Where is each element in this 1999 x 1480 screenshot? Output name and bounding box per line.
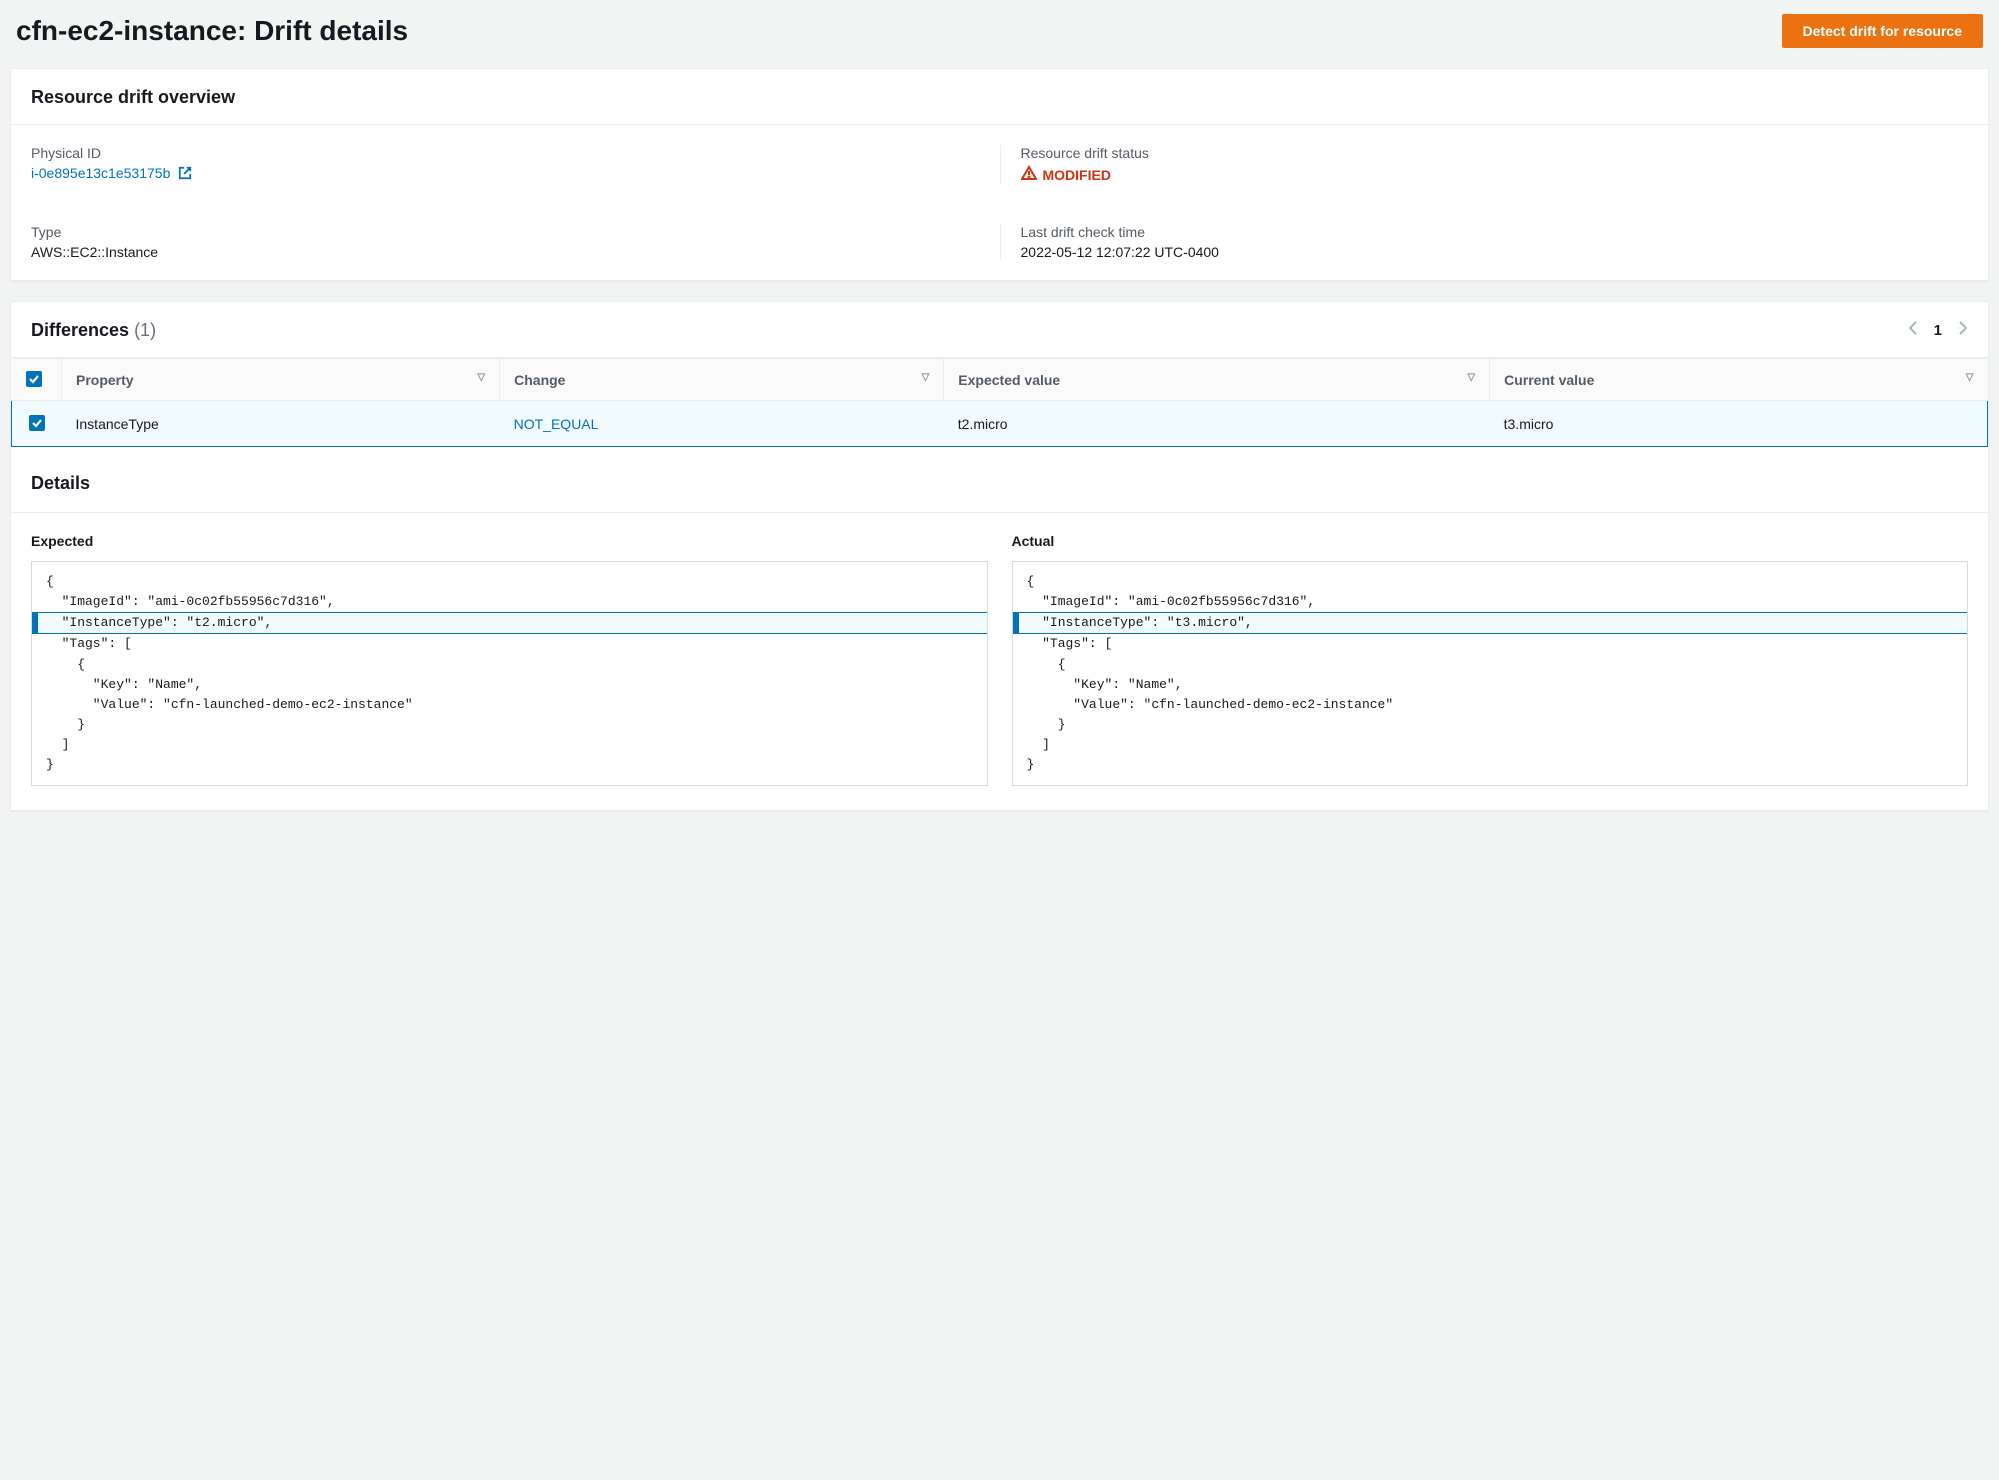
pagination: 1 bbox=[1908, 320, 1968, 341]
page-title: cfn-ec2-instance: Drift details bbox=[16, 15, 408, 47]
row-checkbox[interactable] bbox=[12, 401, 62, 447]
checkbox-checked-icon[interactable] bbox=[29, 415, 45, 431]
physical-id-label: Physical ID bbox=[31, 145, 980, 161]
sort-icon: ▽ bbox=[477, 372, 485, 383]
actual-label: Actual bbox=[1012, 533, 1969, 549]
col-current[interactable]: Current value▽ bbox=[1490, 359, 1988, 401]
code-line: { bbox=[1013, 572, 1968, 592]
code-line: "InstanceType": "t3.micro", bbox=[1013, 612, 1968, 634]
overview-grid: Physical ID i-0e895e13c1e53175b Resource… bbox=[31, 145, 1968, 260]
external-link-icon bbox=[178, 166, 192, 183]
differences-title: Differences bbox=[31, 320, 129, 340]
expected-code: { "ImageId": "ami-0c02fb55956c7d316", "I… bbox=[31, 561, 988, 786]
code-line: "Tags": [ bbox=[1013, 634, 1968, 654]
code-line: { bbox=[32, 655, 987, 675]
sort-icon: ▽ bbox=[1966, 372, 1974, 383]
differences-table: Property▽ Change▽ Expected value▽ Curren… bbox=[11, 358, 1988, 447]
code-line: } bbox=[32, 715, 987, 735]
cell-change: NOT_EQUAL bbox=[500, 401, 944, 447]
col-change[interactable]: Change▽ bbox=[500, 359, 944, 401]
checkbox-checked-icon[interactable] bbox=[26, 371, 42, 387]
drift-status-label: Resource drift status bbox=[1021, 145, 1949, 161]
pager-current: 1 bbox=[1934, 322, 1942, 339]
details-title: Details bbox=[11, 447, 1988, 512]
cell-expected: t2.micro bbox=[944, 401, 1490, 447]
code-line: ] bbox=[1013, 735, 1968, 755]
table-row[interactable]: InstanceType NOT_EQUAL t2.micro t3.micro bbox=[12, 401, 1988, 447]
drift-status-text: MODIFIED bbox=[1043, 167, 1111, 183]
page-header: cfn-ec2-instance: Drift details Detect d… bbox=[10, 0, 1989, 68]
type-value: AWS::EC2::Instance bbox=[31, 244, 980, 260]
last-check-block: Last drift check time 2022-05-12 12:07:2… bbox=[1000, 224, 1969, 260]
drift-status-value: MODIFIED bbox=[1021, 165, 1949, 184]
col-property[interactable]: Property▽ bbox=[62, 359, 500, 401]
code-line: "InstanceType": "t2.micro", bbox=[32, 612, 987, 634]
code-line: { bbox=[32, 572, 987, 592]
select-all-header[interactable] bbox=[12, 359, 62, 401]
overview-title: Resource drift overview bbox=[11, 69, 1988, 125]
expected-block: Expected { "ImageId": "ami-0c02fb55956c7… bbox=[31, 533, 988, 786]
pager-prev-icon[interactable] bbox=[1908, 320, 1918, 341]
warning-triangle-icon bbox=[1021, 165, 1037, 184]
physical-id-block: Physical ID i-0e895e13c1e53175b bbox=[31, 145, 1000, 184]
cell-current: t3.micro bbox=[1490, 401, 1988, 447]
code-line: { bbox=[1013, 655, 1968, 675]
details-body: Expected { "ImageId": "ami-0c02fb55956c7… bbox=[11, 512, 1988, 810]
expected-label: Expected bbox=[31, 533, 988, 549]
pager-next-icon[interactable] bbox=[1958, 320, 1968, 341]
detect-drift-button[interactable]: Detect drift for resource bbox=[1782, 14, 1983, 48]
code-line: } bbox=[1013, 755, 1968, 775]
col-expected[interactable]: Expected value▽ bbox=[944, 359, 1490, 401]
code-line: } bbox=[32, 755, 987, 775]
code-line: "ImageId": "ami-0c02fb55956c7d316", bbox=[32, 592, 987, 612]
last-check-label: Last drift check time bbox=[1021, 224, 1949, 240]
code-line: "Value": "cfn-launched-demo-ec2-instance… bbox=[32, 695, 987, 715]
drift-status-block: Resource drift status MODIFIED bbox=[1000, 145, 1969, 184]
cell-property: InstanceType bbox=[62, 401, 500, 447]
code-line: "Key": "Name", bbox=[1013, 675, 1968, 695]
physical-id-link[interactable]: i-0e895e13c1e53175b bbox=[31, 165, 170, 181]
code-line: "Key": "Name", bbox=[32, 675, 987, 695]
code-line: "Value": "cfn-launched-demo-ec2-instance… bbox=[1013, 695, 1968, 715]
code-line: "Tags": [ bbox=[32, 634, 987, 654]
differences-header: Differences (1) 1 bbox=[11, 302, 1988, 358]
last-check-value: 2022-05-12 12:07:22 UTC-0400 bbox=[1021, 244, 1949, 260]
type-block: Type AWS::EC2::Instance bbox=[31, 224, 1000, 260]
differences-panel: Differences (1) 1 Property▽ Change▽ bbox=[10, 301, 1989, 811]
actual-code: { "ImageId": "ami-0c02fb55956c7d316", "I… bbox=[1012, 561, 1969, 786]
actual-block: Actual { "ImageId": "ami-0c02fb55956c7d3… bbox=[1012, 533, 1969, 786]
code-line: ] bbox=[32, 735, 987, 755]
code-line: "ImageId": "ami-0c02fb55956c7d316", bbox=[1013, 592, 1968, 612]
sort-icon: ▽ bbox=[1467, 372, 1475, 383]
sort-icon: ▽ bbox=[922, 372, 930, 383]
type-label: Type bbox=[31, 224, 980, 240]
differences-count: (1) bbox=[134, 320, 156, 340]
overview-panel: Resource drift overview Physical ID i-0e… bbox=[10, 68, 1989, 281]
code-line: } bbox=[1013, 715, 1968, 735]
